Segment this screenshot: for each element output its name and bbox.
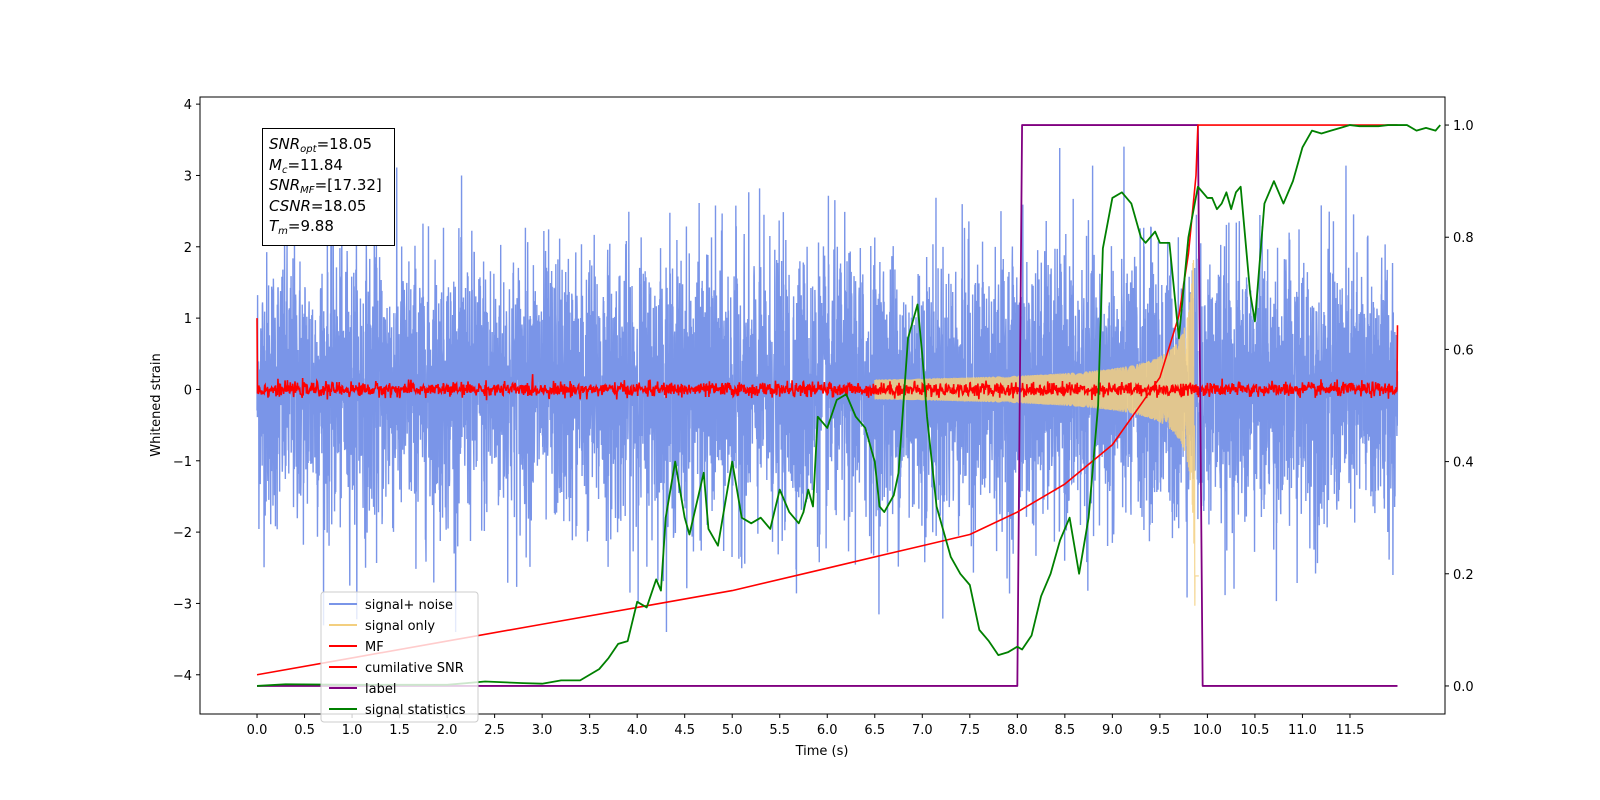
y-left-tick-label: −2 — [173, 526, 192, 541]
x-tick-label: 1.0 — [342, 723, 363, 738]
snr-opt-row: SNRopt=18.05 — [269, 135, 373, 155]
x-tick-label: 5.5 — [769, 723, 790, 738]
x-tick-label: 6.5 — [864, 723, 885, 738]
plot-frame — [199, 96, 1446, 715]
x-tick-label: 10.5 — [1240, 723, 1269, 738]
x-axis-label: Time (s) — [795, 744, 849, 759]
x-tick-label: 3.5 — [579, 723, 600, 738]
y-right-tick-label: 0.0 — [1453, 680, 1474, 695]
x-tick-label: 7.0 — [912, 723, 933, 738]
y-left-tick-label: 4 — [184, 98, 192, 113]
y-axis-right: 0.0 0.2 0.4 0.6 0.8 1.0 — [1445, 119, 1474, 695]
x-tick-label: 4.0 — [627, 723, 648, 738]
x-tick-label: 2.5 — [484, 723, 505, 738]
y-left-tick-label: −1 — [173, 455, 192, 470]
y-axis-left-label: Whitened strain — [149, 353, 164, 456]
y-right-tick-label: 0.8 — [1453, 231, 1474, 246]
y-axis-left: −4 −3 −2 −1 0 1 2 3 4 — [173, 98, 200, 684]
x-tick-label: 10.0 — [1193, 723, 1222, 738]
x-tick-label: 3.0 — [532, 723, 553, 738]
series-label — [257, 124, 1398, 687]
x-tick-label: 0.5 — [294, 723, 315, 738]
y-left-tick-label: 1 — [184, 312, 192, 327]
y-left-tick-label: −3 — [173, 597, 192, 612]
series-signal-only — [874, 260, 1199, 606]
csnr-row: CSNR=18.05 — [269, 196, 367, 215]
x-tick-label: 1.5 — [389, 723, 410, 738]
legend-entry: label — [365, 682, 396, 697]
y-right-tick-label: 0.6 — [1453, 343, 1474, 358]
x-tick-label: 5.0 — [722, 723, 743, 738]
legend-entry: signal+ noise — [365, 598, 453, 613]
x-tick-label: 2.0 — [437, 723, 458, 738]
legend-box — [320, 591, 479, 723]
y-right-tick-label: 1.0 — [1453, 119, 1474, 134]
series-mf — [256, 318, 1399, 401]
x-tick-label: 8.0 — [1007, 723, 1028, 738]
legend: signal+ noise signal only MF cumilative SNR… — [320, 591, 479, 723]
legend-entry: signal statistics — [365, 703, 466, 718]
x-tick-label: 9.5 — [1150, 723, 1171, 738]
legend-entry: MF — [365, 640, 384, 655]
x-tick-label: 8.5 — [1055, 723, 1076, 738]
y-left-tick-label: 0 — [184, 383, 192, 398]
series-signal-statistics — [256, 124, 1441, 687]
y-left-tick-label: 2 — [184, 241, 192, 256]
legend-entry: signal only — [365, 619, 435, 634]
x-tick-label: 9.0 — [1102, 723, 1123, 738]
series-layer — [256, 124, 1441, 687]
x-tick-label: 7.5 — [959, 723, 980, 738]
x-tick-label: 11.0 — [1288, 723, 1317, 738]
x-tick-label: 6.0 — [817, 723, 838, 738]
legend-entry: cumilative SNR — [365, 661, 464, 676]
x-tick-label: 4.5 — [674, 723, 695, 738]
y-left-tick-label: −4 — [173, 669, 192, 684]
tm-row: Tm=9.88 — [269, 217, 334, 237]
stats-annotation-box: SNRopt=18.05 Mc=11.84 SNRMF=[17.32] CSNR… — [262, 128, 395, 246]
x-axis: 0.0 0.5 1.0 1.5 2.0 2.5 3.0 3.5 4.0 4.5 5.0 5.5 6.0 6… — [247, 714, 1364, 738]
series-cumulative-snr — [256, 124, 1398, 676]
y-right-tick-label: 0.2 — [1453, 568, 1474, 583]
series-signal-noise — [256, 146, 1399, 632]
x-tick-label: 0.0 — [247, 723, 268, 738]
mc-row: Mc=11.84 — [269, 155, 343, 176]
y-right-tick-label: 0.4 — [1453, 456, 1474, 471]
snr-mf-row: SNRMF=[17.32] — [269, 176, 382, 196]
x-tick-label: 11.5 — [1335, 723, 1364, 738]
y-left-tick-label: 3 — [184, 169, 192, 184]
